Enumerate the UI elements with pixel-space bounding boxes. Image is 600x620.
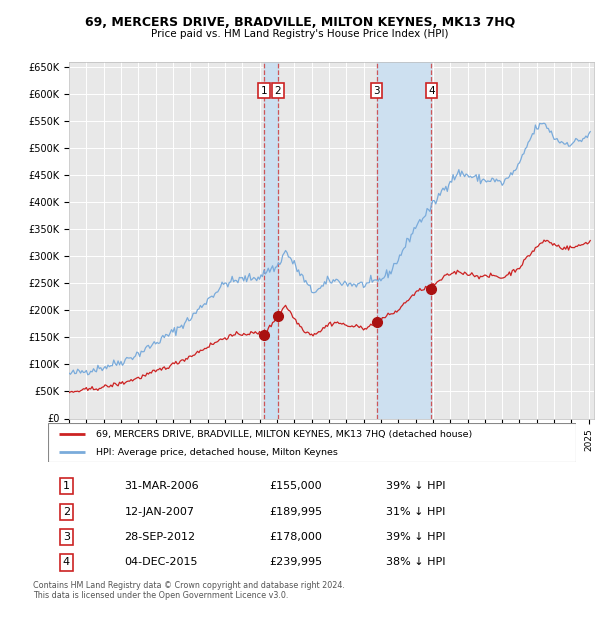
Text: 3: 3 [373,86,380,95]
Text: HPI: Average price, detached house, Milton Keynes: HPI: Average price, detached house, Milt… [95,448,337,457]
Text: 28-SEP-2012: 28-SEP-2012 [125,532,196,542]
Text: 4: 4 [63,557,70,567]
Bar [264,62,278,419]
Text: 31% ↓ HPI: 31% ↓ HPI [386,507,445,516]
Text: 38% ↓ HPI: 38% ↓ HPI [386,557,445,567]
Text: 69, MERCERS DRIVE, BRADVILLE, MILTON KEYNES, MK13 7HQ (detached house): 69, MERCERS DRIVE, BRADVILLE, MILTON KEY… [95,430,472,439]
Text: 2: 2 [274,86,281,95]
Text: 3: 3 [63,532,70,542]
Text: 4: 4 [428,86,435,95]
Text: £155,000: £155,000 [270,481,322,491]
Text: 12-JAN-2007: 12-JAN-2007 [125,507,194,516]
Text: £239,995: £239,995 [270,557,323,567]
Text: 1: 1 [63,481,70,491]
Text: 1: 1 [260,86,267,95]
Text: £189,995: £189,995 [270,507,323,516]
Text: Contains HM Land Registry data © Crown copyright and database right 2024.
This d: Contains HM Land Registry data © Crown c… [33,581,345,600]
Text: 04-DEC-2015: 04-DEC-2015 [125,557,198,567]
Text: 39% ↓ HPI: 39% ↓ HPI [386,481,445,491]
Text: Price paid vs. HM Land Registry's House Price Index (HPI): Price paid vs. HM Land Registry's House … [151,29,449,39]
Text: 2: 2 [63,507,70,516]
Bar [377,62,431,419]
Text: 69, MERCERS DRIVE, BRADVILLE, MILTON KEYNES, MK13 7HQ: 69, MERCERS DRIVE, BRADVILLE, MILTON KEY… [85,16,515,29]
Text: £178,000: £178,000 [270,532,323,542]
Text: 39% ↓ HPI: 39% ↓ HPI [386,532,445,542]
Text: 31-MAR-2006: 31-MAR-2006 [125,481,199,491]
